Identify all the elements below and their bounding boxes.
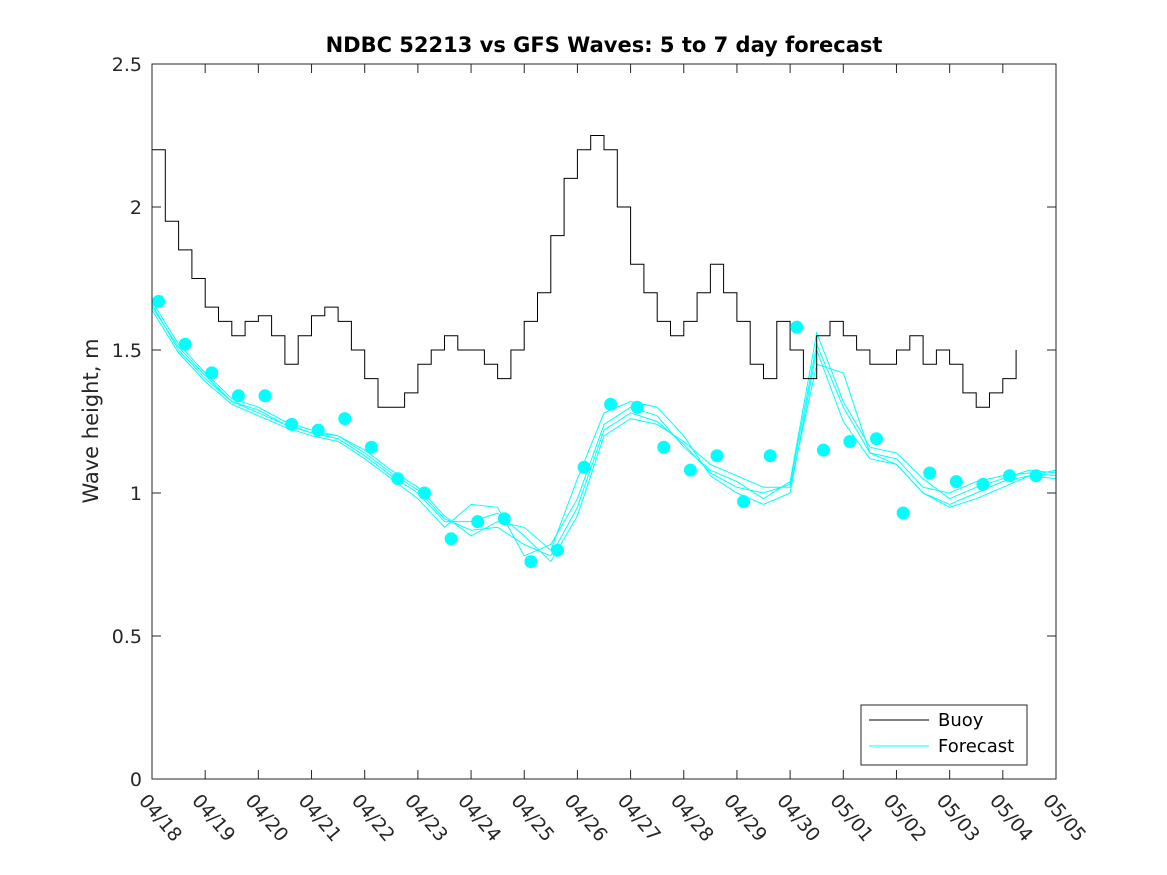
buoy-line (152, 135, 1017, 408)
forecast-marker (896, 506, 910, 520)
forecast-marker (870, 432, 883, 446)
forecast-marker (763, 449, 777, 463)
forecast-marker (816, 443, 830, 457)
chart-title: NDBC 52213 vs GFS Waves: 5 to 7 day fore… (326, 33, 883, 57)
forecast-marker (444, 532, 458, 546)
forecast-marker (258, 389, 272, 403)
forecast-marker (949, 475, 963, 489)
forecast-marker (604, 397, 618, 411)
forecast-marker (657, 440, 671, 454)
y-tick-label: 0 (130, 769, 142, 791)
forecast-marker (737, 495, 751, 509)
forecast-marker (976, 477, 990, 491)
forecast-marker (524, 555, 538, 569)
forecast-marker (391, 472, 405, 486)
forecast-marker (843, 435, 857, 448)
forecast-marker (1003, 469, 1016, 483)
y-tick-label: 2 (130, 197, 142, 219)
forecast-marker (790, 320, 804, 334)
forecast-marker (577, 460, 591, 474)
series-layer (151, 135, 1057, 563)
forecast-marker (364, 440, 378, 454)
markers-layer (152, 294, 1043, 569)
forecast-marker (683, 463, 697, 477)
forecast-marker (178, 337, 192, 351)
forecast-marker (551, 543, 564, 557)
y-axis-title: Wave height, m (79, 338, 103, 503)
forecast-marker (338, 412, 352, 426)
forecast-marker (311, 423, 325, 437)
forecast-marker (710, 449, 724, 463)
forecast-marker (1029, 469, 1043, 483)
legend-box (860, 704, 1028, 766)
axes-background (152, 64, 1056, 779)
forecast-marker (923, 466, 937, 480)
forecast-marker (152, 294, 166, 308)
axes-box (151, 63, 1057, 780)
legend-forecast-label: Forecast (938, 736, 1014, 757)
forecast-marker (205, 366, 219, 380)
forecast-marker (497, 512, 511, 526)
forecast-marker (630, 400, 644, 414)
forecast-line (151, 306, 1057, 557)
legend: Buoy Forecast (860, 704, 1028, 766)
y-tick-label: 2.5 (112, 54, 142, 76)
y-tick-label: 1 (130, 483, 142, 505)
y-tick-label: 1.5 (112, 340, 142, 362)
legend-buoy-label: Buoy (938, 710, 984, 731)
forecast-marker (231, 389, 245, 403)
forecast-marker (285, 417, 299, 431)
forecast-line (151, 309, 1057, 557)
forecast-marker (418, 486, 431, 500)
y-tick-label: 0.5 (112, 626, 142, 648)
forecast-marker (471, 515, 485, 529)
